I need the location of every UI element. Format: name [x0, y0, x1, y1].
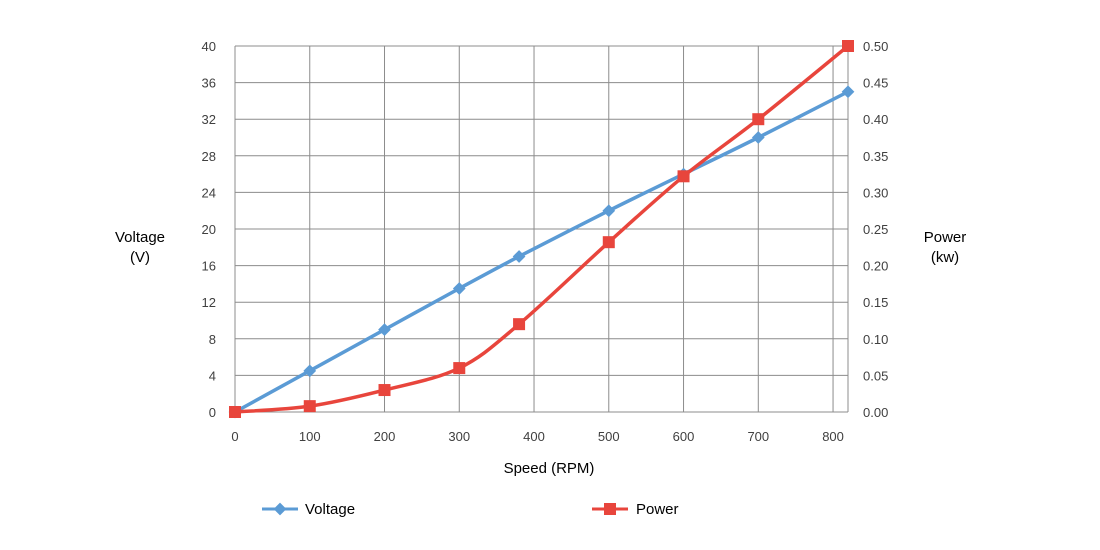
left-tick-label: 32: [202, 112, 216, 127]
x-tick-label: 600: [673, 429, 695, 444]
legend-power-marker: [604, 503, 616, 515]
right-tick-label: 0.05: [863, 368, 888, 383]
x-tick-label: 500: [598, 429, 620, 444]
voltage-point: [303, 364, 317, 378]
voltage-point: [751, 131, 765, 144]
x-tick-label: 700: [747, 429, 769, 444]
left-axis-ticks: 0 4 8 12 16 20 24 28 32 36 40: [202, 39, 216, 420]
legend: Voltage Power: [262, 501, 679, 518]
left-tick-label: 4: [209, 368, 216, 383]
power-line: [233, 44, 850, 414]
right-tick-label: 0.25: [863, 222, 888, 237]
power-point: [229, 406, 241, 418]
left-axis-title-line1: Voltage: [115, 229, 165, 246]
power-point: [378, 384, 391, 397]
x-tick-label: 100: [299, 429, 321, 444]
voltage-point: [378, 323, 391, 337]
voltage-point: [602, 204, 616, 218]
right-axis-ticks: 0.00 0.05 0.10 0.15 0.20 0.25 0.30 0.35 0.40 0.45…: [863, 39, 888, 420]
left-tick-label: 0: [209, 405, 216, 420]
right-axis-title-line2: (kw): [931, 249, 959, 266]
power-point: [453, 362, 466, 375]
right-tick-label: 0.35: [863, 149, 888, 164]
power-point: [303, 400, 316, 413]
power-point: [842, 40, 854, 52]
left-tick-label: 40: [202, 39, 216, 54]
left-tick-label: 20: [202, 222, 216, 237]
x-tick-label: 200: [374, 429, 396, 444]
right-tick-label: 0.15: [863, 295, 888, 310]
left-tick-label: 16: [202, 259, 216, 274]
left-axis-title-line2: (V): [130, 249, 150, 266]
x-axis-ticks: 0 100 200 300 400 500 600 700 800: [231, 429, 844, 444]
voltage-point: [512, 250, 526, 263]
x-tick-label: 800: [822, 429, 844, 444]
x-tick-label: 300: [448, 429, 470, 444]
right-tick-label: 0.10: [863, 332, 888, 347]
left-tick-label: 28: [202, 149, 216, 164]
voltage-point: [452, 282, 466, 295]
voltage-point: [841, 85, 855, 99]
series-power: [229, 40, 854, 418]
power-point: [513, 318, 526, 331]
x-tick-label: 0: [231, 429, 238, 444]
left-tick-label: 36: [202, 76, 216, 91]
series-voltage: [228, 85, 855, 419]
x-axis-title: Speed (RPM): [504, 460, 595, 477]
right-tick-label: 0.00: [863, 405, 888, 420]
right-tick-label: 0.30: [863, 185, 888, 200]
legend-voltage-marker: [273, 502, 287, 516]
legend-item-power[interactable]: Power: [592, 501, 679, 518]
legend-voltage-label: Voltage: [305, 501, 355, 518]
series: [228, 40, 855, 419]
legend-item-voltage[interactable]: Voltage: [262, 501, 355, 518]
right-tick-label: 0.40: [863, 112, 888, 127]
right-tick-label: 0.20: [863, 259, 888, 274]
right-axis-title-line1: Power: [924, 229, 967, 246]
right-tick-label: 0.50: [863, 39, 888, 54]
left-tick-label: 12: [202, 295, 216, 310]
power-point: [602, 236, 615, 249]
x-tick-label: 400: [523, 429, 545, 444]
right-tick-label: 0.45: [863, 76, 888, 91]
grid: [234, 45, 849, 413]
left-tick-label: 8: [209, 332, 216, 347]
legend-power-label: Power: [636, 501, 679, 518]
power-point: [677, 170, 690, 183]
power-point: [752, 113, 765, 126]
left-tick-label: 24: [202, 185, 216, 200]
